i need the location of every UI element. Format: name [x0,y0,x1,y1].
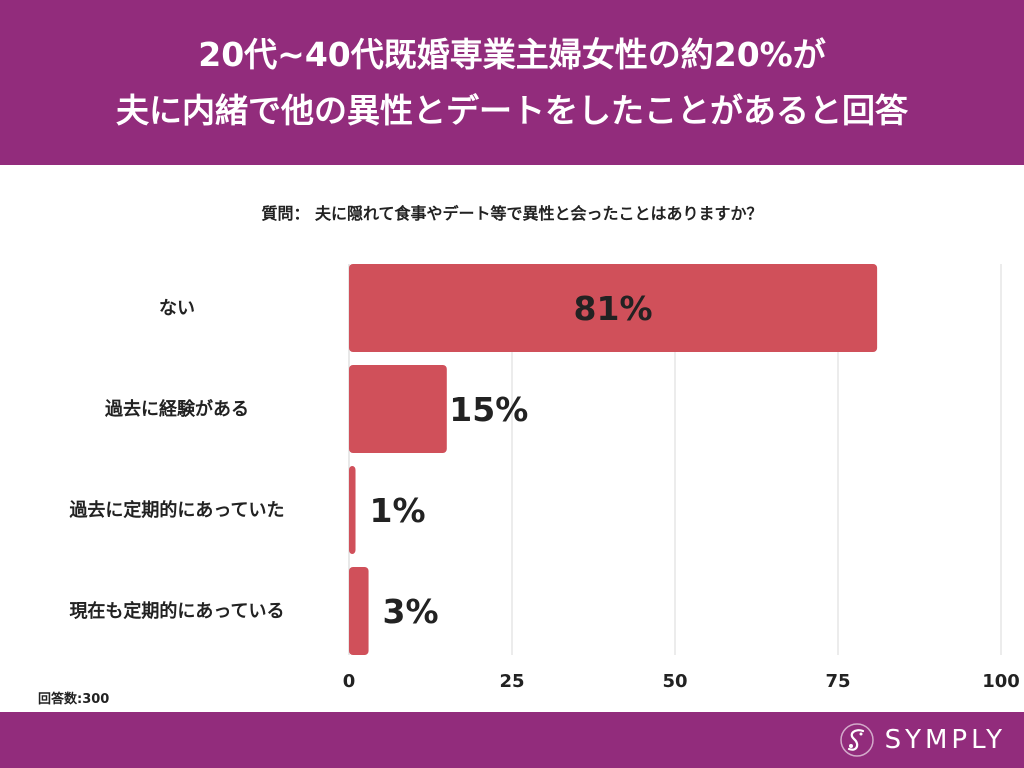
bar [349,264,878,352]
category-label: 過去に経験がある [105,398,249,420]
x-tick-label: 75 [825,671,850,692]
value-label: 81% [574,289,653,328]
value-label: 15% [449,390,528,429]
symply-logo-icon [839,723,874,757]
x-tick-label: 0 [343,671,356,692]
value-label: 1% [370,491,426,530]
brand-logo: SYMPLY [839,722,1006,758]
x-tick-label: 100 [982,671,1020,692]
x-tick-label: 50 [662,671,687,692]
response-count: 回答数:300 [38,692,110,707]
header-banner: 20代~40代既婚専業主婦女性の約20%が 夫に内緒で他の異性とデートをしたこと… [0,0,1024,165]
question-text: 質問： 夫に隠れて食事やデート等で異性と会ったことはありますか？ [261,204,763,223]
category-label: 現在も定期的にあっている [69,600,284,622]
value-label: 3% [383,592,439,631]
category-label: 過去に定期的にあっていた [69,499,284,521]
bar [349,466,356,554]
bar [349,365,447,453]
bar [349,567,369,655]
headline-line-1: 20代~40代既婚専業主婦女性の約20%が [198,34,826,74]
brand-name: SYMPLY [884,725,1006,755]
category-label: ない [159,298,195,319]
bar-chart: ない 81% 過去に経験がある 15% 過去に定期的にあっていた 1% 現在も定期的にあって… [69,264,1020,692]
x-tick-label: 25 [499,671,524,692]
footer-bar: SYMPLY [0,712,1024,768]
headline-line-2: 夫に内緒で他の異性とデートをしたことがあると回答 [116,90,908,130]
